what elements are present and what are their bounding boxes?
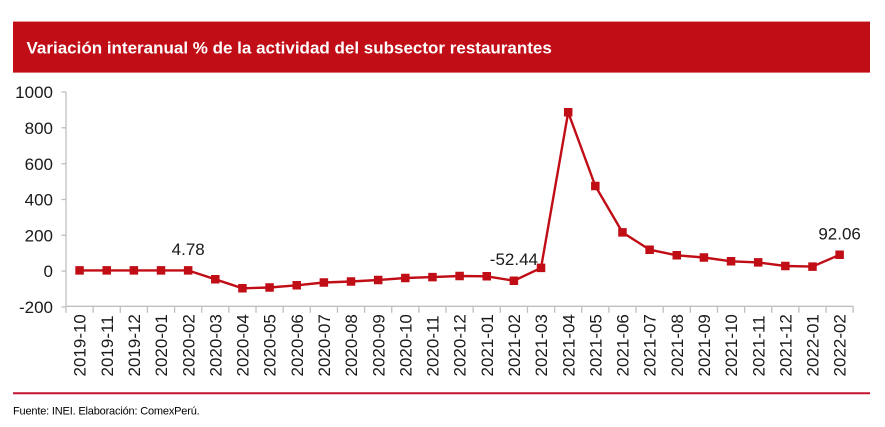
svg-text:2020-08: 2020-08 (342, 314, 361, 376)
svg-text:2020-01: 2020-01 (152, 314, 171, 376)
svg-text:2020-05: 2020-05 (261, 314, 280, 376)
svg-text:2022-02: 2022-02 (831, 314, 850, 376)
svg-text:-200: -200 (19, 298, 53, 317)
svg-text:2021-06: 2021-06 (614, 314, 633, 376)
svg-text:2021-03: 2021-03 (532, 314, 551, 376)
svg-text:200: 200 (25, 226, 53, 245)
svg-text:2021-07: 2021-07 (641, 314, 660, 376)
svg-text:4.78: 4.78 (172, 240, 205, 259)
svg-text:2021-11: 2021-11 (749, 315, 768, 376)
svg-text:2020-02: 2020-02 (179, 314, 198, 376)
svg-text:2021-01: 2021-01 (478, 314, 497, 376)
svg-text:800: 800 (25, 119, 53, 138)
svg-text:1000: 1000 (15, 83, 53, 102)
svg-text:2020-10: 2020-10 (396, 314, 415, 376)
svg-text:2021-05: 2021-05 (586, 314, 605, 376)
svg-text:2021-10: 2021-10 (722, 314, 741, 376)
svg-text:Variación interanual % de la a: Variación interanual % de la actividad d… (27, 39, 552, 58)
svg-text:2021-09: 2021-09 (695, 314, 714, 376)
svg-text:2020-03: 2020-03 (206, 314, 225, 376)
svg-text:2020-04: 2020-04 (234, 314, 253, 376)
svg-text:2019-10: 2019-10 (71, 314, 90, 376)
svg-text:2021-08: 2021-08 (668, 314, 687, 376)
svg-text:2020-07: 2020-07 (315, 314, 334, 376)
svg-text:2020-06: 2020-06 (288, 314, 307, 376)
svg-text:2019-11: 2019-11 (98, 315, 117, 376)
svg-text:400: 400 (25, 191, 53, 210)
svg-text:0: 0 (44, 262, 53, 281)
svg-text:2019-12: 2019-12 (125, 314, 144, 376)
svg-text:2020-12: 2020-12 (451, 314, 470, 376)
svg-text:2020-09: 2020-09 (369, 314, 388, 376)
svg-text:92.06: 92.06 (818, 225, 861, 244)
svg-text:2021-04: 2021-04 (559, 314, 578, 376)
svg-text:2020-11: 2020-11 (424, 315, 443, 376)
svg-text:Fuente: INEI. Elaboración: Com: Fuente: INEI. Elaboración: ComexPerú. (13, 405, 200, 417)
svg-text:2022-01: 2022-01 (804, 314, 823, 376)
svg-text:-52.44: -52.44 (490, 250, 538, 269)
svg-text:2021-12: 2021-12 (776, 314, 795, 376)
svg-text:2021-02: 2021-02 (505, 314, 524, 376)
svg-text:600: 600 (25, 155, 53, 174)
